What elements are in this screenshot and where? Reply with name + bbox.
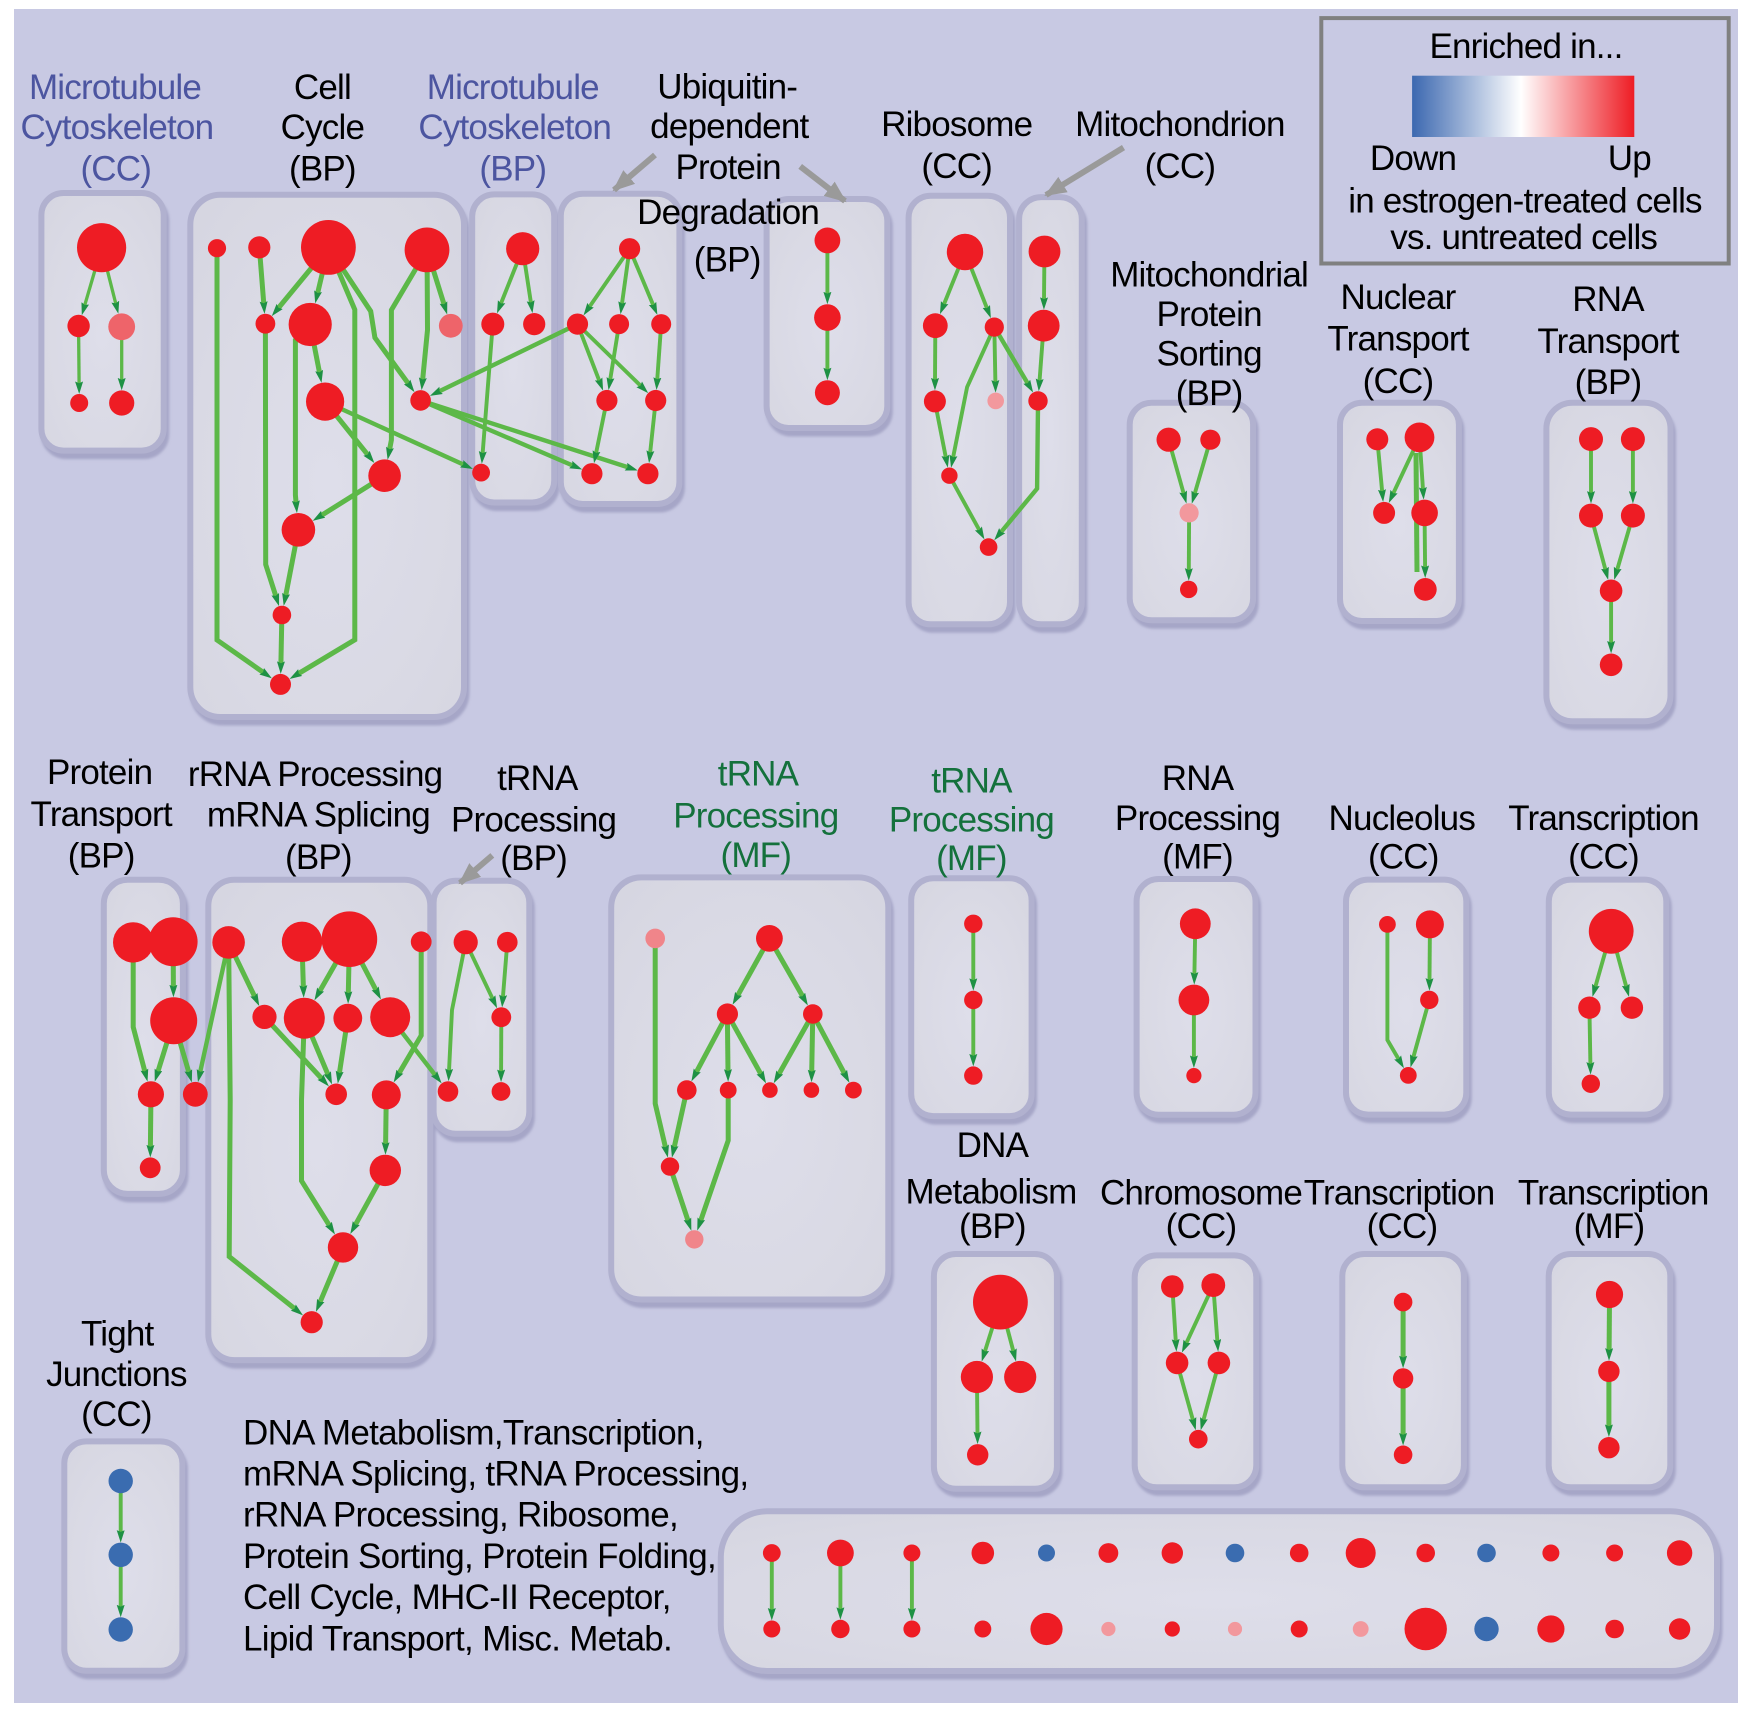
svg-text:(CC): (CC) — [1166, 1207, 1237, 1246]
svg-text:(BP): (BP) — [1575, 363, 1642, 402]
svg-text:vs. untreated cells: vs. untreated cells — [1390, 218, 1657, 257]
svg-text:Cell: Cell — [294, 68, 351, 107]
svg-text:mRNA Splicing: mRNA Splicing — [207, 796, 430, 835]
svg-text:Enriched in...: Enriched in... — [1429, 27, 1622, 66]
svg-text:Protein: Protein — [675, 148, 780, 187]
svg-text:(CC): (CC) — [1145, 147, 1216, 186]
svg-text:tRNA: tRNA — [497, 759, 579, 798]
svg-text:Junctions: Junctions — [46, 1355, 187, 1394]
svg-text:Tight: Tight — [81, 1315, 155, 1354]
svg-text:Processing: Processing — [889, 800, 1054, 839]
svg-text:Transcription: Transcription — [1304, 1174, 1495, 1213]
svg-text:tRNA: tRNA — [931, 761, 1013, 800]
svg-text:(BP): (BP) — [694, 241, 761, 280]
svg-text:(MF): (MF) — [936, 839, 1007, 878]
svg-text:Chromosome: Chromosome — [1100, 1174, 1302, 1213]
svg-text:mRNA Splicing, tRNA Processing: mRNA Splicing, tRNA Processing, — [243, 1455, 748, 1494]
svg-text:Microtubule: Microtubule — [427, 68, 599, 107]
svg-text:Down: Down — [1370, 139, 1456, 178]
svg-text:Cycle: Cycle — [281, 108, 365, 147]
svg-text:Protein: Protein — [47, 753, 152, 792]
svg-text:(CC): (CC) — [80, 149, 151, 188]
svg-text:RNA: RNA — [1162, 759, 1235, 798]
svg-text:dependent: dependent — [650, 107, 809, 146]
svg-text:(BP): (BP) — [959, 1207, 1026, 1246]
svg-text:(BP): (BP) — [1176, 374, 1243, 413]
svg-text:Metabolism: Metabolism — [906, 1172, 1077, 1211]
svg-text:Microtubule: Microtubule — [29, 68, 201, 107]
svg-text:Processing: Processing — [1115, 799, 1280, 838]
svg-text:Processing: Processing — [451, 800, 616, 839]
svg-text:DNA Metabolism,Transcription,: DNA Metabolism,Transcription, — [243, 1413, 704, 1452]
svg-text:(CC): (CC) — [921, 147, 992, 186]
svg-text:Transcription: Transcription — [1518, 1174, 1709, 1213]
svg-text:Cytoskeleton: Cytoskeleton — [418, 108, 611, 147]
svg-text:Sorting: Sorting — [1156, 335, 1261, 374]
svg-text:Ubiquitin-: Ubiquitin- — [657, 68, 797, 107]
svg-text:Degradation: Degradation — [637, 193, 819, 232]
svg-text:Transcription: Transcription — [1508, 799, 1699, 838]
svg-text:Mitochondrion: Mitochondrion — [1075, 105, 1284, 144]
svg-text:Protein: Protein — [1156, 295, 1261, 334]
svg-text:Transport: Transport — [31, 795, 173, 834]
svg-text:Up: Up — [1608, 139, 1651, 178]
svg-text:(BP): (BP) — [500, 839, 567, 878]
svg-text:Nuclear: Nuclear — [1340, 278, 1456, 317]
svg-text:Lipid Transport, Misc. Metab.: Lipid Transport, Misc. Metab. — [243, 1619, 672, 1658]
svg-text:(MF): (MF) — [1574, 1207, 1645, 1246]
svg-text:(MF): (MF) — [720, 836, 791, 875]
svg-text:rRNA Processing, Ribosome,: rRNA Processing, Ribosome, — [243, 1496, 678, 1535]
svg-text:(CC): (CC) — [1568, 838, 1639, 877]
svg-text:Transport: Transport — [1327, 320, 1469, 359]
svg-text:DNA: DNA — [957, 1126, 1030, 1165]
svg-text:(BP): (BP) — [289, 149, 356, 188]
svg-text:(CC): (CC) — [81, 1395, 152, 1434]
svg-text:(CC): (CC) — [1363, 362, 1434, 401]
svg-text:Ribosome: Ribosome — [881, 105, 1032, 144]
svg-text:(CC): (CC) — [1367, 1207, 1438, 1246]
svg-text:(BP): (BP) — [285, 838, 352, 877]
svg-text:Mitochondrial: Mitochondrial — [1110, 255, 1308, 294]
svg-text:(BP): (BP) — [479, 149, 546, 188]
svg-text:(CC): (CC) — [1368, 838, 1439, 877]
svg-text:RNA: RNA — [1572, 280, 1645, 319]
svg-text:Transport: Transport — [1537, 322, 1679, 361]
svg-text:Protein Sorting, Protein Foldi: Protein Sorting, Protein Folding, — [243, 1537, 716, 1576]
svg-text:in estrogen-treated cells: in estrogen-treated cells — [1348, 182, 1702, 221]
svg-text:(BP): (BP) — [68, 836, 135, 875]
svg-text:(MF): (MF) — [1162, 838, 1233, 877]
svg-text:Cytoskeleton: Cytoskeleton — [21, 108, 214, 147]
svg-text:Processing: Processing — [673, 796, 838, 835]
svg-text:tRNA: tRNA — [718, 755, 800, 794]
svg-text:rRNA Processing: rRNA Processing — [188, 755, 442, 794]
svg-text:Nucleolus: Nucleolus — [1329, 799, 1476, 838]
svg-text:Cell Cycle, MHC-II Receptor,: Cell Cycle, MHC-II Receptor, — [243, 1578, 671, 1617]
